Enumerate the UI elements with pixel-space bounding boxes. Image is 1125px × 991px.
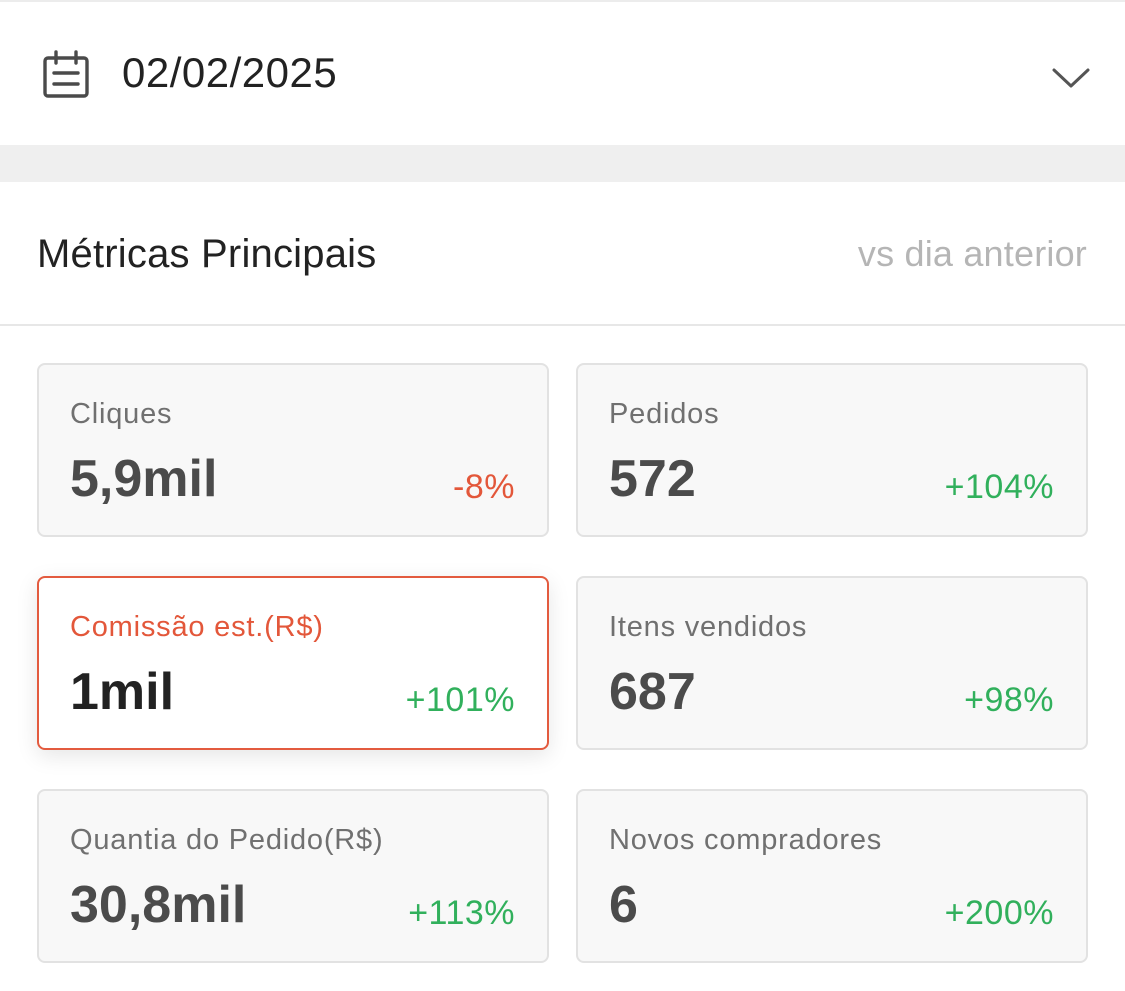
metric-label: Cliques bbox=[70, 398, 173, 430]
metric-value: 1mil bbox=[70, 663, 175, 721]
metric-card-pedidos[interactable]: Pedidos 572 +104% bbox=[576, 363, 1088, 537]
metric-change: +98% bbox=[964, 681, 1054, 719]
metric-change: +200% bbox=[944, 894, 1054, 932]
metric-value: 687 bbox=[609, 663, 696, 721]
metric-label: Itens vendidos bbox=[609, 611, 808, 643]
top-divider bbox=[0, 0, 1125, 2]
metric-card-novos-compradores[interactable]: Novos compradores 6 +200% bbox=[576, 789, 1088, 963]
metric-card-comissao[interactable]: Comissão est.(R$) 1mil +101% bbox=[37, 576, 549, 750]
metric-change: +113% bbox=[408, 894, 515, 932]
metric-label: Pedidos bbox=[609, 398, 720, 430]
metric-card-cliques[interactable]: Cliques 5,9mil -8% bbox=[37, 363, 549, 537]
metric-change: -8% bbox=[453, 468, 515, 506]
metric-value: 5,9mil bbox=[70, 450, 218, 508]
metric-label: Quantia do Pedido(R$) bbox=[70, 824, 384, 856]
metrics-header: Métricas Principais vs dia anterior bbox=[0, 182, 1125, 324]
comparison-label: vs dia anterior bbox=[857, 233, 1087, 274]
metric-card-quantia-pedido[interactable]: Quantia do Pedido(R$) 30,8mil +113% bbox=[37, 789, 549, 963]
metric-value: 572 bbox=[609, 450, 696, 508]
metric-change: +101% bbox=[405, 681, 515, 719]
selected-date: 02/02/2025 bbox=[122, 49, 338, 96]
section-separator bbox=[0, 145, 1125, 182]
date-picker[interactable]: 02/02/2025 bbox=[0, 2, 1125, 145]
calendar-icon bbox=[43, 50, 89, 98]
metric-card-itens-vendidos[interactable]: Itens vendidos 687 +98% bbox=[576, 576, 1088, 750]
metric-label: Comissão est.(R$) bbox=[70, 611, 324, 643]
metric-change: +104% bbox=[944, 468, 1054, 506]
chevron-down-icon[interactable] bbox=[1050, 62, 1092, 92]
metric-value: 30,8mil bbox=[70, 876, 247, 934]
header-divider bbox=[0, 324, 1125, 326]
metric-value: 6 bbox=[609, 876, 638, 934]
section-title: Métricas Principais bbox=[37, 232, 377, 276]
metric-label: Novos compradores bbox=[609, 824, 883, 856]
